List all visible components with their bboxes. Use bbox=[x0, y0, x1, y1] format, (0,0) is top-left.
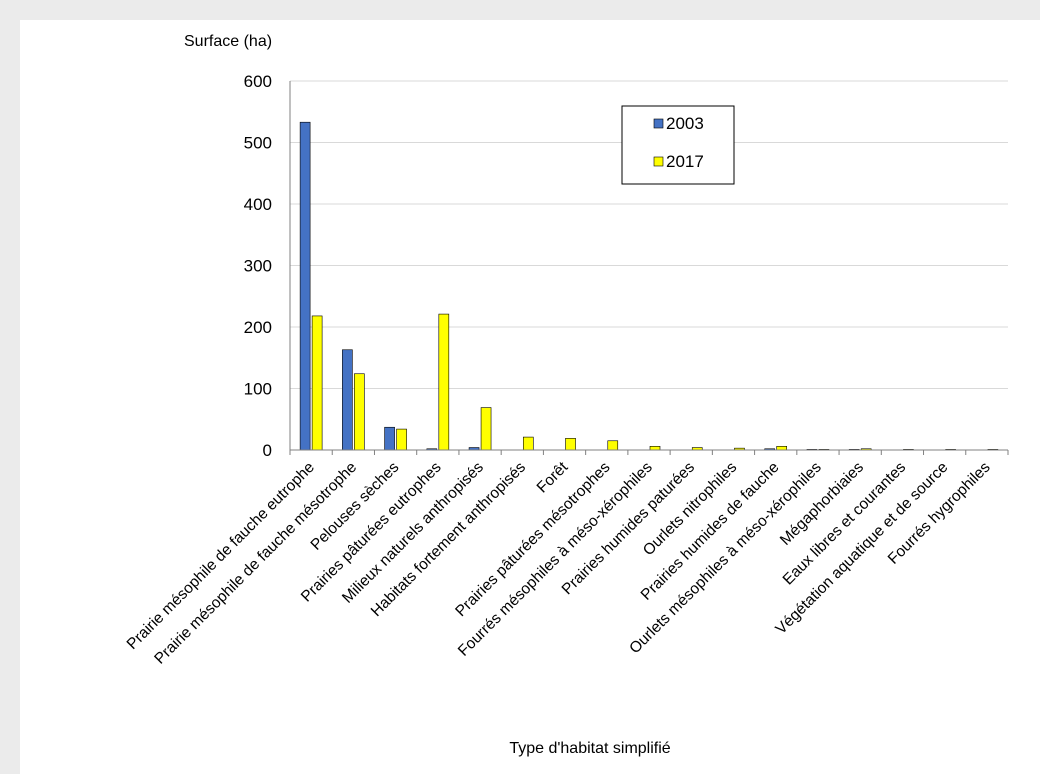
legend-swatch-2003 bbox=[654, 119, 663, 128]
x-category-label: Forêt bbox=[534, 458, 572, 496]
bar-2017-2 bbox=[397, 429, 407, 450]
legend-swatch-2017 bbox=[654, 157, 663, 166]
bar-2017-8 bbox=[650, 446, 660, 450]
bar-2017-7 bbox=[608, 441, 618, 450]
y-tick-labels: 0 100 200 300 400 500 600 bbox=[244, 72, 272, 460]
y-tick-label: 200 bbox=[244, 318, 272, 337]
bar-2017-11 bbox=[777, 446, 787, 450]
x-category-label: Prairies pâturées mésotrophes bbox=[452, 459, 613, 620]
y-tick-label: 0 bbox=[263, 441, 272, 460]
x-axis-title: Type d'habitat simplifié bbox=[509, 740, 670, 757]
bar-2017-1 bbox=[354, 374, 364, 450]
bar-2003-1 bbox=[342, 350, 352, 450]
bar-2017-0 bbox=[312, 316, 322, 450]
bar-chart: 0 100 200 300 400 500 600 Prairie mésophile de… bbox=[20, 20, 1040, 774]
x-category-label: Habitats fortement anthropisés bbox=[368, 459, 529, 620]
chart-area: 0 100 200 300 400 500 600 Prairie mésophile de… bbox=[20, 20, 1040, 774]
category-labels: Prairie mésophile de fauche eutrophe Prai… bbox=[124, 458, 994, 667]
x-category-label: Fourrés mésophiles à méso-xérophiles bbox=[455, 459, 656, 660]
y-tick-label: 300 bbox=[244, 257, 272, 276]
bar-2017-3 bbox=[439, 314, 449, 450]
legend-label-2003: 2003 bbox=[666, 114, 704, 133]
y-tick-label: 400 bbox=[244, 195, 272, 214]
y-tick-label: 600 bbox=[244, 72, 272, 91]
bar-2003-2 bbox=[385, 427, 395, 450]
y-axis-title: Surface (ha) bbox=[184, 33, 272, 50]
bar-2017-6 bbox=[566, 438, 576, 450]
bar-2017-4 bbox=[481, 408, 491, 450]
y-tick-label: 500 bbox=[244, 134, 272, 153]
x-category-label: Prairie mésophile de fauche eutrophe bbox=[124, 459, 318, 653]
bar-2003-0 bbox=[300, 122, 310, 450]
legend: 2003 2017 bbox=[622, 106, 734, 184]
bar-2017-5 bbox=[523, 437, 533, 450]
legend-label-2017: 2017 bbox=[666, 152, 704, 171]
y-tick-label: 100 bbox=[244, 380, 272, 399]
